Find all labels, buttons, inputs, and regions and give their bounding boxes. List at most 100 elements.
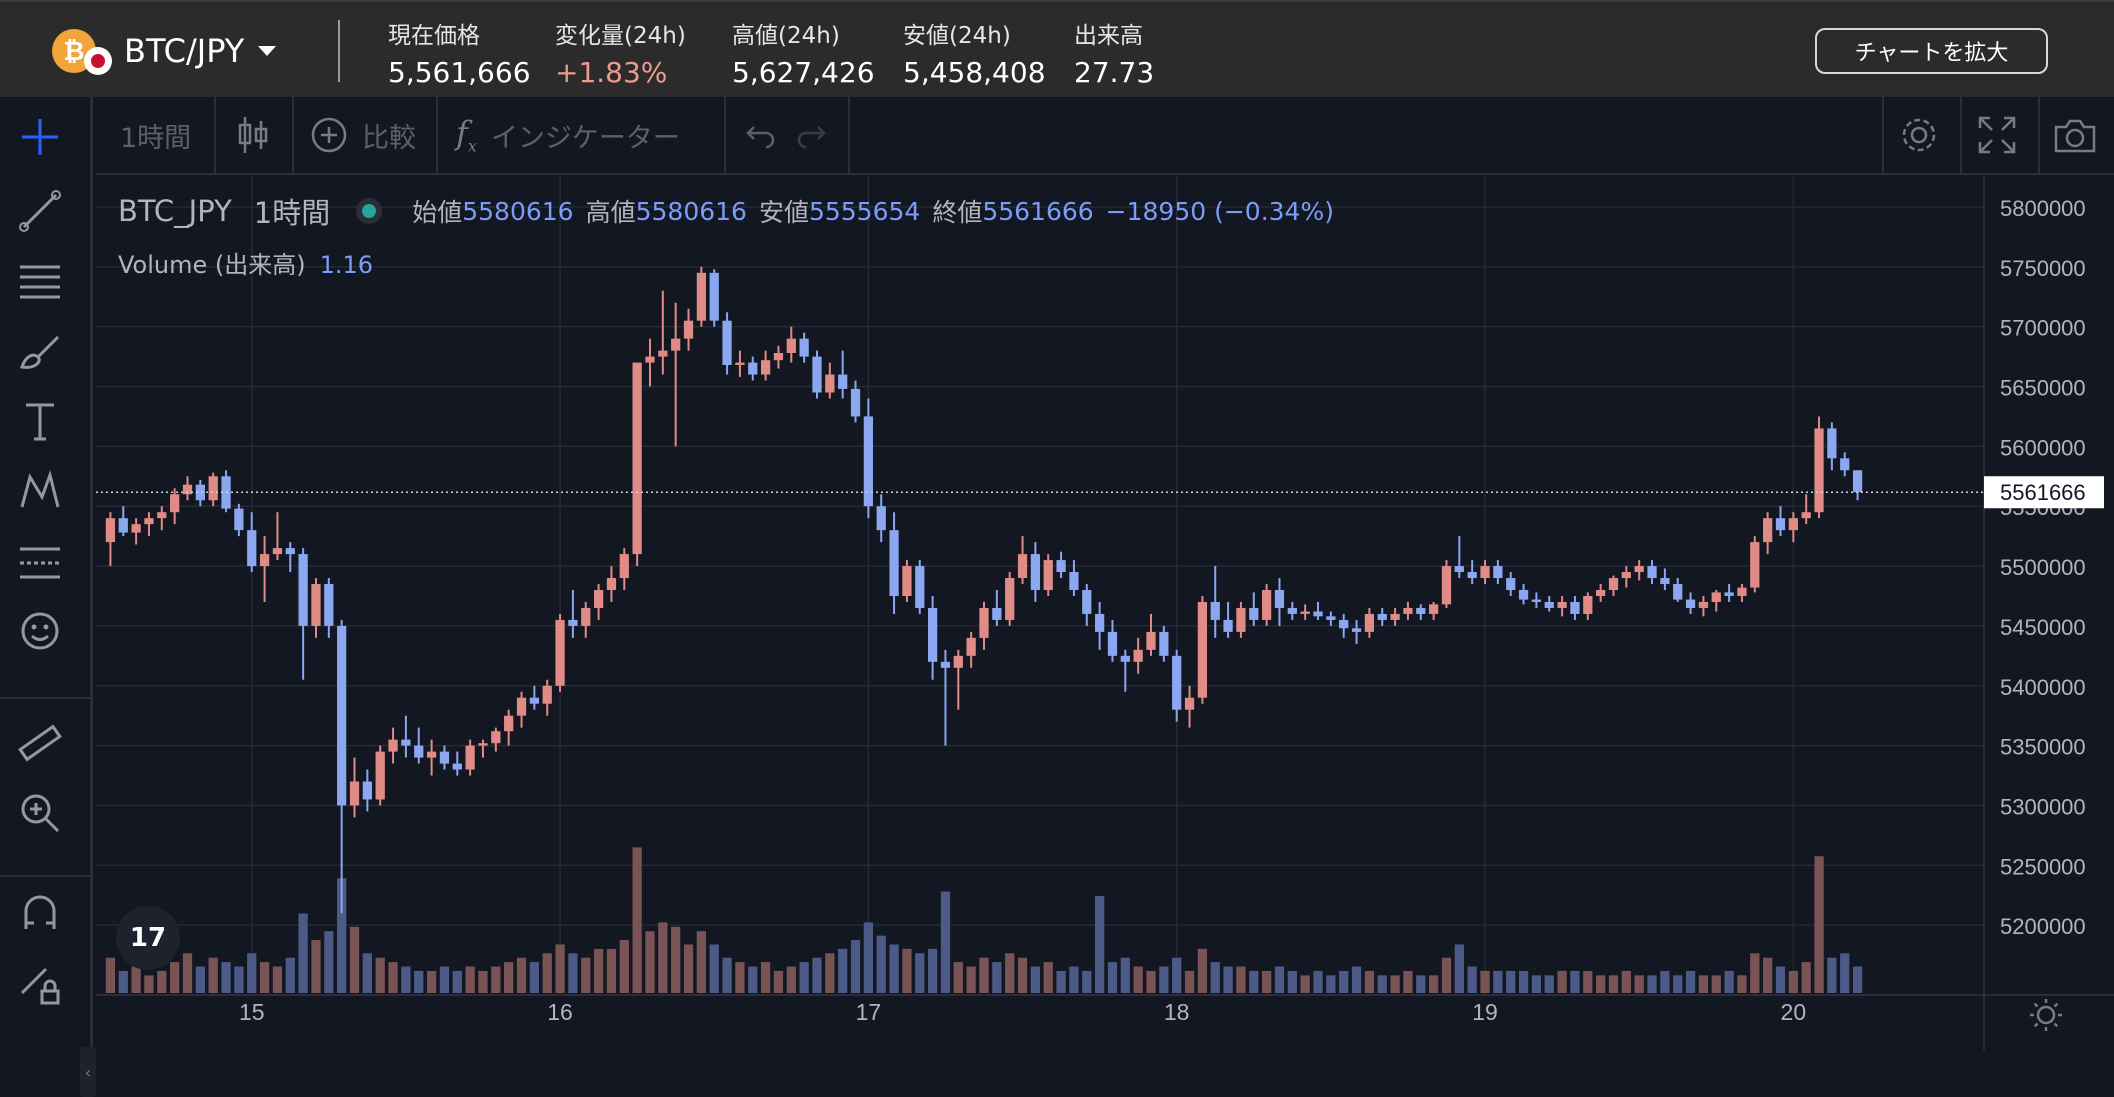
volume-bar [1711, 975, 1721, 993]
sun-ray [2053, 1022, 2059, 1028]
volume-bar [1326, 975, 1336, 993]
legend-symbol: BTC_JPY [118, 194, 232, 228]
camera-icon[interactable] [2052, 97, 2098, 173]
legend-close-value: 5561666 [982, 196, 1094, 226]
lock-drawings-icon[interactable] [14, 957, 66, 1009]
candle-body [966, 637, 976, 656]
y-tick-label: 5400000 [2000, 675, 2086, 700]
volume-bar [1005, 953, 1015, 993]
stat-low-24h: 安値(24h) 5,458,408 [903, 16, 1046, 89]
volume-bar [375, 957, 385, 993]
toolbar-separator [848, 97, 850, 173]
volume-bar [1660, 970, 1670, 993]
volume-bar [1300, 975, 1310, 993]
candle-type-icon[interactable] [236, 97, 270, 173]
fullscreen-icon[interactable] [1976, 97, 2018, 173]
volume-bar [1223, 966, 1233, 993]
candle-body [195, 484, 205, 501]
candle-body [889, 530, 899, 596]
magnet-icon[interactable] [14, 887, 66, 939]
brush-icon[interactable] [14, 325, 66, 377]
stat-current-price: 現在価格 5,561,666 [388, 16, 531, 89]
candle-body [1454, 566, 1464, 573]
text-tool-icon[interactable] [14, 395, 66, 447]
settings-gear-icon[interactable] [1898, 97, 1940, 173]
sun-core [2036, 1005, 2056, 1025]
stat-value: 5,561,666 [388, 56, 531, 89]
candle-body [748, 362, 758, 375]
candle-body [658, 350, 668, 357]
candle-body [1673, 584, 1683, 600]
volume-label: Volume (出来高) [118, 251, 306, 279]
candle-body [992, 607, 1002, 620]
volume-bar [1441, 957, 1452, 993]
undo-icon[interactable] [744, 97, 776, 173]
candle-body [529, 697, 539, 704]
candle-body [1223, 619, 1233, 632]
ruler-icon[interactable] [14, 717, 66, 769]
pair-selector[interactable]: ₿ BTC/JPY [52, 26, 277, 76]
candle-body [1159, 631, 1169, 656]
volume-bar [247, 953, 257, 993]
volume-bar [1775, 966, 1786, 993]
candle-body [1339, 619, 1349, 629]
volume-bar [1159, 966, 1169, 993]
candle-body [902, 566, 912, 596]
redo-icon[interactable] [796, 97, 828, 173]
interval-selector[interactable]: 1時間 [120, 122, 192, 154]
candle-body [683, 320, 694, 339]
volume-bar [593, 948, 604, 993]
candle-body [1146, 631, 1156, 650]
chart-legend: BTC_JPY 1時間 始値 5580616 高値 5580616 安値 555565… [118, 190, 1334, 232]
candle-body [1763, 518, 1773, 543]
trend-line-icon[interactable] [14, 185, 66, 237]
volume-bar [311, 940, 321, 993]
price-chart[interactable]: 5800000575000057000005650000560000055500… [96, 175, 2114, 1050]
y-tick-label: 5800000 [2000, 196, 2086, 221]
volume-bar [876, 935, 886, 993]
volume-bar [581, 957, 591, 993]
candle-body [709, 272, 719, 321]
candle-body [1570, 601, 1580, 614]
crosshair-icon[interactable] [14, 111, 66, 163]
candle-body [1852, 470, 1863, 493]
zoom-in-icon[interactable] [14, 787, 66, 839]
candle-body [1082, 590, 1092, 614]
expand-chart-button[interactable]: チャートを拡大 [1815, 28, 2048, 74]
candle-body [1403, 607, 1413, 614]
candle-body [838, 374, 848, 389]
volume-bar [953, 962, 963, 993]
candle-body [1840, 458, 1850, 471]
candle-body [170, 494, 180, 513]
tradingview-logo[interactable]: 17 [116, 906, 180, 970]
compare-label: 比較 [362, 122, 416, 154]
volume-bar [1133, 966, 1143, 993]
candle-body [1531, 599, 1542, 602]
volume-bar [1621, 970, 1631, 993]
pattern-icon[interactable] [14, 465, 66, 517]
y-tick-label: 5200000 [2000, 914, 2086, 939]
candle-body [863, 416, 874, 507]
volume-bar [1647, 975, 1657, 993]
candle-body [1660, 578, 1670, 585]
forecast-icon[interactable] [14, 535, 66, 587]
candle-body [940, 661, 951, 668]
indicators-button[interactable]: fx インジケーター [456, 97, 680, 173]
emoji-icon[interactable] [14, 605, 66, 657]
compare-button[interactable]: 比較 [310, 97, 416, 173]
horizontal-lines-icon[interactable] [14, 255, 66, 307]
volume-bar [1056, 970, 1066, 993]
volume-bar [1634, 975, 1644, 993]
volume-bar [1172, 957, 1182, 993]
candle-body [1274, 590, 1285, 608]
last-price-badge [1984, 476, 2104, 509]
candle-body [1197, 601, 1208, 698]
collapse-toolbar-button[interactable]: ‹ [80, 1047, 96, 1097]
stat-label: 安値(24h) [903, 23, 1011, 49]
volume-bar [1017, 957, 1028, 993]
volume-bar [645, 931, 655, 993]
legend-low-value: 5555654 [808, 196, 921, 226]
candle-body [671, 338, 681, 351]
chevron-down-icon [258, 46, 277, 56]
volume-bar [683, 944, 694, 993]
